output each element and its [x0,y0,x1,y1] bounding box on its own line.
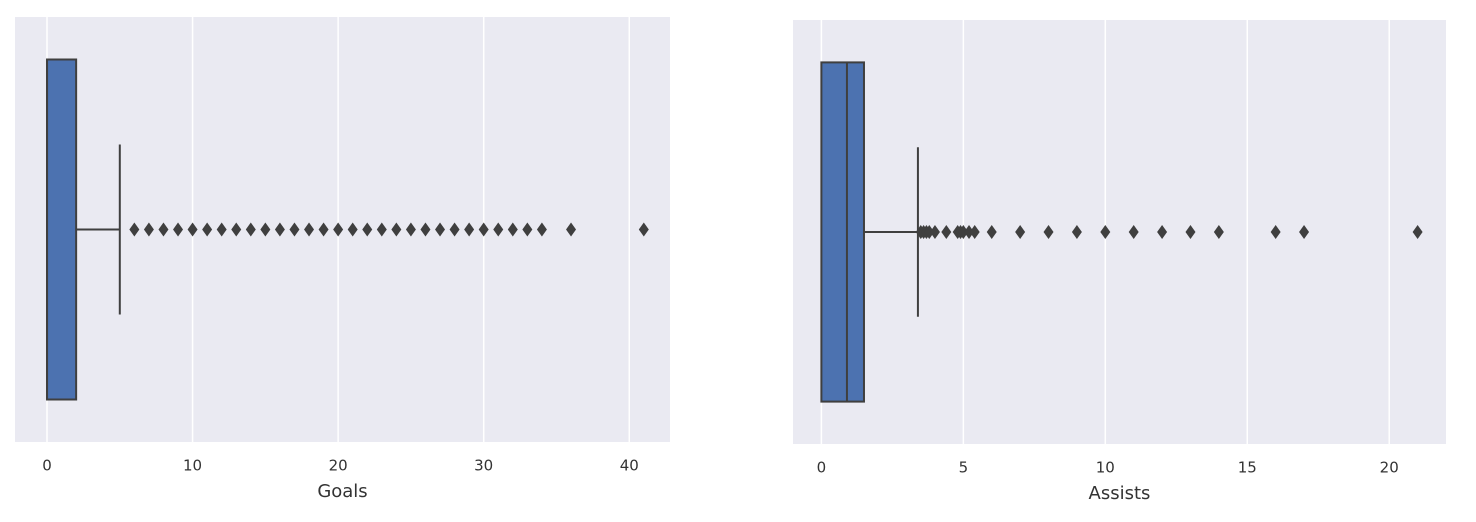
x-tick-label: 10 [183,457,202,475]
outlier [1015,225,1026,239]
outlier [478,222,489,237]
outlier [362,222,373,237]
outlier [1128,225,1139,239]
outlier [1412,225,1423,239]
outlier [318,222,329,237]
outlier [289,222,300,237]
outlier [958,225,969,239]
outlier [1299,225,1310,239]
outlier [187,222,198,237]
outlier [435,222,446,237]
outlier [964,225,975,239]
outlier [507,222,518,237]
box [46,58,78,401]
x-tick-label: 20 [1380,459,1399,477]
outlier [173,222,184,237]
outlier [1071,225,1082,239]
outlier [231,222,242,237]
outlier [969,225,980,239]
outlier [376,222,387,237]
outlier [274,222,285,237]
outlier [493,222,504,237]
x-axis-label: Assists [1089,483,1151,504]
outlier [347,222,358,237]
outlier [464,222,475,237]
outlier [260,222,271,237]
x-tick-label: 0 [42,457,52,475]
outlier [420,222,431,237]
x-tick-label: 20 [329,457,348,475]
outlier [1185,225,1196,239]
outlier [1157,225,1168,239]
outlier [536,222,547,237]
outlier [129,222,140,237]
outlier [1213,225,1224,239]
x-tick-label: 10 [1096,459,1115,477]
x-tick-label: 40 [620,457,639,475]
outlier [941,225,952,239]
x-tick-label: 15 [1238,459,1257,477]
outlier [638,222,649,237]
outlier [391,222,402,237]
outlier [929,225,940,239]
outlier [924,225,935,239]
outlier [143,222,154,237]
outlier [986,225,997,239]
x-tick-label: 0 [817,459,827,477]
outlier [333,222,344,237]
outlier [1043,225,1054,239]
outlier [522,222,533,237]
outlier [1270,225,1281,239]
outlier [566,222,577,237]
outlier [1100,225,1111,239]
x-axis-label: Goals [317,481,367,502]
outlier [449,222,460,237]
box [820,61,865,403]
x-tick-label: 30 [474,457,493,475]
outlier [158,222,169,237]
outlier [304,222,315,237]
outlier [245,222,256,237]
outlier [216,222,227,237]
outlier [202,222,213,237]
outlier [405,222,416,237]
x-tick-label: 5 [959,459,969,477]
